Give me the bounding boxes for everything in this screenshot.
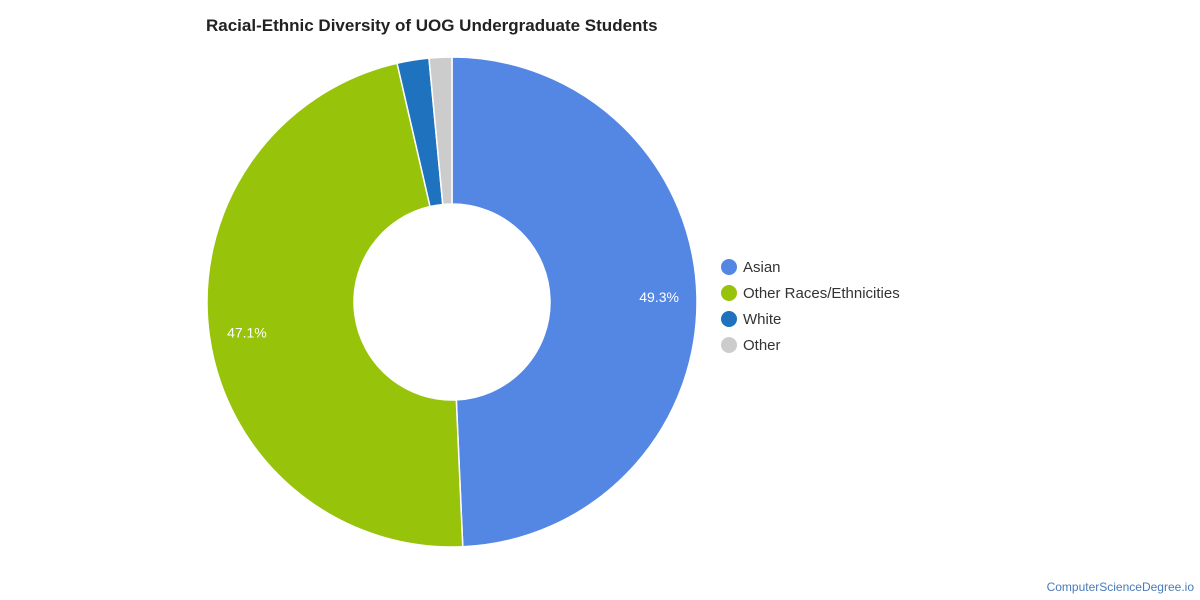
chart-legend: Asian Other Races/Ethnicities White Other [721,254,900,358]
legend-label: White [743,310,782,328]
legend-label: Other [743,336,781,354]
slice-asian[interactable] [451,56,698,548]
data-label-asian: 49.3% [639,289,679,305]
legend-item[interactable]: White [721,306,900,332]
data-label-other-races-ethnicities: 47.1% [227,325,267,341]
legend-item[interactable]: Other [721,332,900,358]
slice-other-races-ethnicities[interactable] [206,62,464,548]
source-link[interactable]: ComputerScienceDegree.io [1046,580,1194,594]
chart-title: Racial-Ethnic Diversity of UOG Undergrad… [206,16,658,35]
legend-item[interactable]: Other Races/Ethnicities [721,280,900,306]
legend-swatch-icon [721,311,737,327]
legend-swatch-icon [721,337,737,353]
legend-label: Asian [743,258,781,276]
legend-swatch-icon [721,259,737,275]
legend-swatch-icon [721,285,737,301]
legend-label: Other Races/Ethnicities [743,284,900,302]
legend-item[interactable]: Asian [721,254,900,280]
slice-other[interactable] [428,56,453,206]
